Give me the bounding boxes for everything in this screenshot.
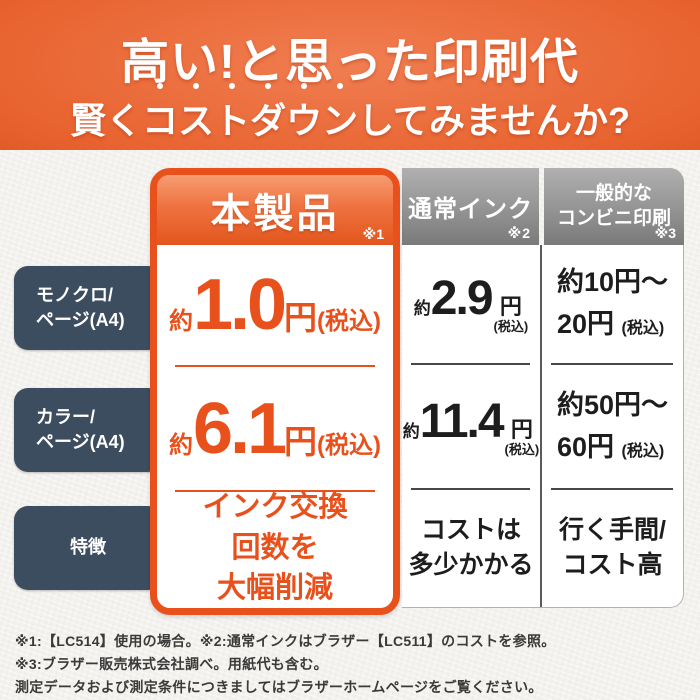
footnote-line-2: ※3:ブラザー販売株式会社調べ。用紙代も含む。: [15, 656, 328, 672]
price-unit: 円: [510, 416, 533, 442]
approx-prefix: 約: [168, 431, 193, 459]
cell-product-color: 約 6.1 円 (税込): [157, 367, 393, 490]
approx-prefix: 約: [413, 299, 431, 319]
tax-note: (税込): [621, 442, 665, 460]
column-header-normal-ink: 通常インク ※2: [402, 168, 539, 245]
feature-line: コストは: [420, 516, 521, 544]
column-header-product: 本製品 ※1: [157, 175, 393, 245]
row-divider: [411, 363, 530, 365]
row-divider: [411, 488, 530, 490]
footnotes: ※1:【LC514】使用の場合。※2:通常インクはブラザー【LC511】のコスト…: [15, 630, 687, 699]
row-label-monochrome-line1: モノクロ/: [36, 284, 114, 305]
cell-convenience-feature: 行く手間/ コスト高: [542, 490, 683, 606]
tax-note: (税込): [493, 319, 529, 335]
product-column: 本製品 ※1 約 1.0 円 (税込) 約 6.1 円 (税込) インク交換: [150, 168, 400, 615]
price-value: 1.0: [192, 265, 287, 345]
footnote-ref-3: ※3: [654, 224, 676, 241]
column-divider: [540, 245, 542, 607]
headline-line2: 賢くコストダウンしてみませんか?: [0, 92, 700, 144]
price-range-line2: 20円: [556, 309, 615, 339]
price-unit: 円: [284, 422, 318, 460]
footnote-ref-1: ※1: [362, 226, 384, 242]
feature-line: 回数を: [231, 531, 319, 564]
cell-normal-ink-color: 約 11.4 円 (税込): [402, 365, 540, 488]
headline-banner: 高い!と思った印刷代 賢くコストダウンしてみませんか?: [0, 0, 700, 150]
approx-prefix: 約: [168, 308, 193, 335]
feature-line: インク交換: [202, 491, 348, 524]
feature-line: コスト高: [562, 551, 663, 579]
tax-note: (税込): [317, 431, 382, 459]
approx-prefix: 約: [402, 421, 420, 441]
row-label-color-line1: カラー/: [36, 406, 96, 427]
price-range-line2: 60円: [556, 431, 615, 462]
column-header-convenience-line1: 一般的な: [575, 182, 652, 204]
price-unit: 円: [284, 299, 318, 336]
cell-product-mono: 約 1.0 円 (税込): [157, 245, 393, 365]
tax-note: (税込): [504, 441, 540, 457]
row-divider: [175, 365, 375, 367]
row-label-feature: 特徴: [14, 506, 162, 590]
row-divider: [175, 490, 375, 492]
feature-line: 大幅削減: [216, 572, 333, 605]
cell-product-feature: インク交換 回数を 大幅削減: [157, 491, 393, 604]
price-value: 6.1: [192, 388, 287, 469]
row-divider: [551, 363, 673, 365]
cell-normal-ink-mono: 約 2.9 円 (税込): [402, 245, 540, 363]
headline-line2-prefix: 賢く: [70, 100, 143, 141]
row-label-color-line2: ページ(A4): [36, 432, 125, 452]
headline-line1: 高い!と思った印刷代: [121, 36, 579, 89]
cell-convenience-color: 約50円〜 60円 (税込): [542, 365, 683, 488]
cell-normal-ink-feature: コストは 多少かかる: [402, 490, 540, 606]
feature-line: 多少かかる: [408, 551, 534, 579]
price-range-line1: 約50円〜: [556, 389, 669, 420]
cell-convenience-mono: 約10円〜 20円 (税込): [542, 245, 683, 363]
comparison-body-panel: 約 2.9 円 (税込) 約 11.4 円 (税込) コストは 多少かか: [402, 245, 684, 608]
footnote-line-1: ※1:【LC514】使用の場合。※2:通常インクはブラザー【LC511】のコスト…: [15, 633, 556, 649]
row-label-monochrome: モノクロ/ ページ(A4): [14, 266, 162, 350]
row-label-color: カラー/ ページ(A4): [14, 388, 162, 472]
footnote-ref-2: ※2: [507, 225, 531, 241]
tax-note: (税込): [317, 308, 382, 335]
column-header-normal-ink-title: 通常インク: [408, 196, 533, 223]
price-unit: 円: [499, 294, 522, 320]
row-divider: [551, 488, 673, 490]
row-label-feature-text: 特徴: [70, 537, 106, 558]
column-header-product-title: 本製品: [210, 192, 340, 236]
price-value: 2.9: [430, 272, 494, 326]
footnote-line-3: 測定データおよび測定条件につきましてはブラザーホームページをご覧ください。: [15, 679, 543, 695]
column-header-convenience-line2: コンビニ印刷: [556, 207, 671, 229]
row-label-monochrome-line2: ページ(A4): [36, 310, 125, 330]
headline-line2-suffix: してみませんか?: [358, 100, 630, 141]
column-header-convenience: 一般的な コンビニ印刷 ※3: [544, 168, 684, 245]
tax-note: (税込): [621, 320, 665, 337]
headline-line2-emphasis: コストダウン: [142, 100, 358, 141]
price-value: 11.4: [419, 394, 505, 448]
feature-line: 行く手間/: [559, 516, 666, 544]
price-range-line1: 約10円〜: [556, 267, 669, 298]
